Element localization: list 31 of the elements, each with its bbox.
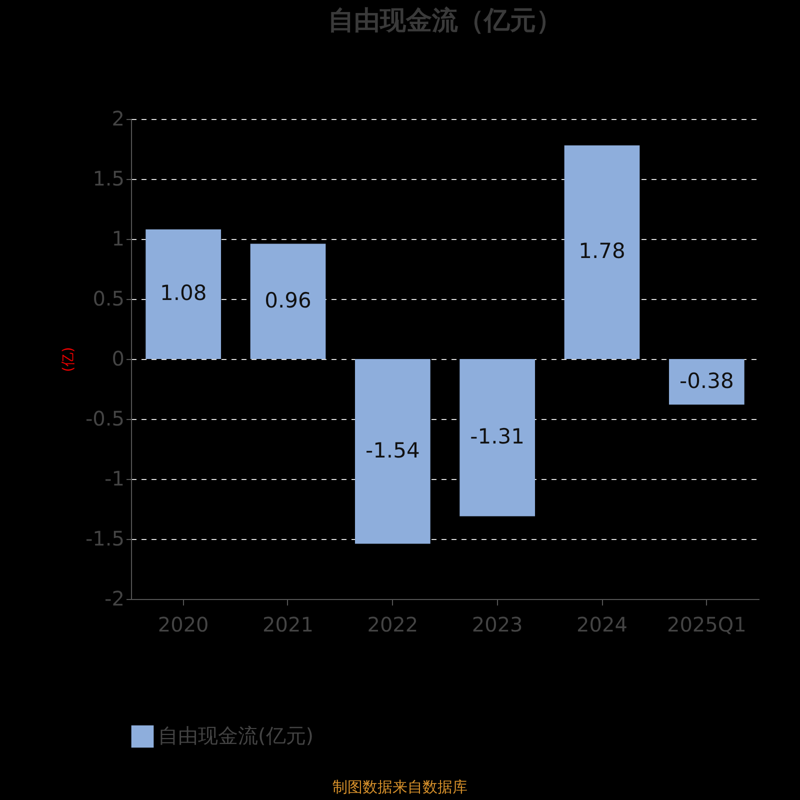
x-tick-label: 2022 <box>367 612 418 636</box>
data-label: -1.31 <box>470 424 525 449</box>
x-tick-label: 2020 <box>158 612 209 636</box>
bar <box>354 359 430 544</box>
y-tick-label: 2 <box>112 106 124 130</box>
x-tick-label: 2025Q1 <box>666 612 746 636</box>
y-tick-label: -2 <box>104 586 124 610</box>
bar <box>146 229 222 359</box>
data-label: 0.96 <box>264 288 312 312</box>
y-tick-label: 0.5 <box>92 286 124 310</box>
bar <box>250 244 326 359</box>
legend-label: 自由现金流(亿元) <box>158 724 314 748</box>
x-tick-label: 2024 <box>576 612 628 636</box>
y-tick-label: 0 <box>112 346 124 370</box>
data-label: -0.38 <box>679 368 734 393</box>
y-tick-label: -1.5 <box>85 526 124 550</box>
x-tick-label: 2021 <box>262 612 314 636</box>
x-tick-label: 2023 <box>472 612 523 636</box>
y-tick-label: -0.5 <box>85 406 124 430</box>
y-tick-label: 1.5 <box>92 166 124 190</box>
data-label: 1.08 <box>160 281 207 306</box>
data-label: -1.54 <box>365 438 420 462</box>
bar <box>564 145 640 359</box>
data-label: 1.78 <box>578 239 626 264</box>
chart-title: 自由现金流（亿元） <box>328 6 562 36</box>
y-tick-label: -1 <box>104 466 124 490</box>
bar <box>460 359 536 516</box>
y-tick-label: 1 <box>112 226 124 250</box>
y-axis-title: (亿) <box>60 347 76 372</box>
bar <box>668 359 744 405</box>
text: 制图数据来自数据库 <box>332 778 468 797</box>
